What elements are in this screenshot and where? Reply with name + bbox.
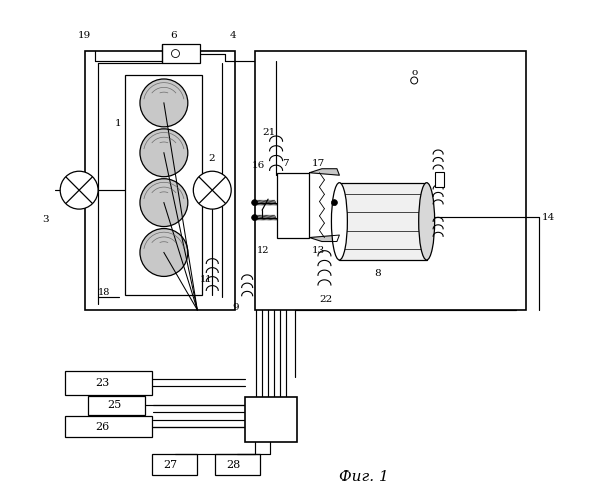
- Text: 22: 22: [320, 296, 333, 304]
- Text: 13: 13: [312, 246, 325, 254]
- Bar: [65, 370, 152, 394]
- Ellipse shape: [331, 182, 347, 260]
- Text: 14: 14: [541, 213, 555, 222]
- Text: 17: 17: [312, 159, 325, 168]
- Text: 9: 9: [232, 303, 239, 312]
- Text: 6: 6: [170, 31, 177, 40]
- Ellipse shape: [418, 182, 435, 260]
- Text: 12: 12: [257, 246, 270, 254]
- Text: Фиг. 1: Фиг. 1: [339, 470, 389, 484]
- Circle shape: [252, 214, 258, 220]
- Circle shape: [140, 178, 188, 226]
- Text: 16: 16: [252, 160, 266, 170]
- Bar: [255, 50, 526, 310]
- Bar: [65, 416, 152, 437]
- Bar: [435, 172, 444, 187]
- Circle shape: [140, 129, 188, 176]
- Text: 7: 7: [282, 159, 289, 168]
- Text: 28: 28: [226, 460, 240, 470]
- Bar: [88, 396, 145, 414]
- Bar: [85, 50, 234, 310]
- Circle shape: [60, 171, 98, 209]
- Circle shape: [172, 50, 180, 58]
- Text: 1: 1: [115, 118, 122, 128]
- Circle shape: [140, 79, 188, 127]
- Text: 3: 3: [43, 214, 49, 224]
- Text: 21: 21: [262, 128, 275, 138]
- Text: 2: 2: [208, 154, 215, 164]
- Text: 26: 26: [96, 422, 110, 432]
- Bar: [339, 182, 427, 260]
- Circle shape: [331, 200, 337, 205]
- Text: 18: 18: [97, 288, 110, 297]
- Text: 19: 19: [77, 31, 91, 40]
- Polygon shape: [309, 168, 339, 175]
- Circle shape: [252, 200, 258, 205]
- Circle shape: [410, 77, 418, 84]
- Polygon shape: [309, 235, 339, 242]
- Text: 25: 25: [108, 400, 122, 410]
- Circle shape: [193, 171, 231, 209]
- Text: 8: 8: [375, 270, 381, 278]
- Text: 4: 4: [230, 31, 236, 40]
- Text: 23: 23: [96, 378, 110, 388]
- Text: o: o: [412, 68, 418, 78]
- Bar: [215, 454, 259, 475]
- Bar: [152, 454, 197, 475]
- Bar: [245, 397, 297, 442]
- Text: 11: 11: [200, 276, 213, 284]
- Text: 27: 27: [164, 460, 178, 470]
- Bar: [277, 172, 309, 238]
- Bar: [125, 76, 202, 295]
- Bar: [163, 44, 200, 63]
- Circle shape: [140, 228, 188, 276]
